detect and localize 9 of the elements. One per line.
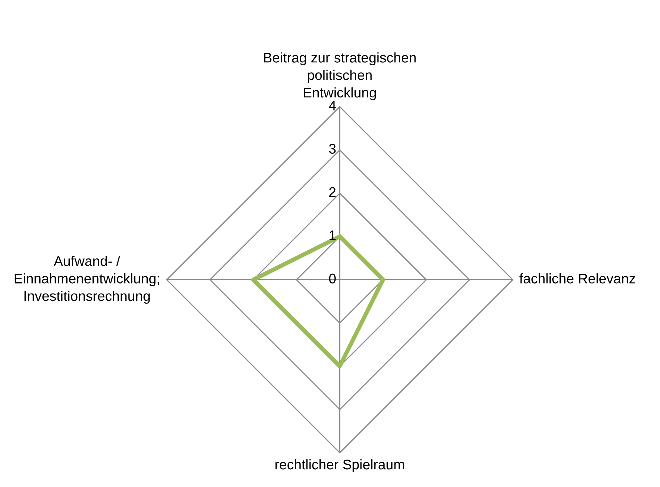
y-tick-label: 1: [330, 230, 336, 240]
spoke-label: Aufwand- / Einnahmenentwicklung; Investitionsrechnung: [14, 256, 160, 304]
y-tick-label: 0: [329, 274, 336, 284]
y-tick-label: 4: [329, 101, 336, 111]
spoke-label: Beitrag zur strategischen politischen Entwicklung: [264, 52, 416, 101]
y-tick-label: 2: [330, 187, 336, 198]
y-tick-label: 3: [329, 144, 336, 154]
spoke-label: rechtlicher Spielraum: [276, 459, 404, 472]
spoke-label: fachliche Relevanz: [520, 274, 636, 284]
